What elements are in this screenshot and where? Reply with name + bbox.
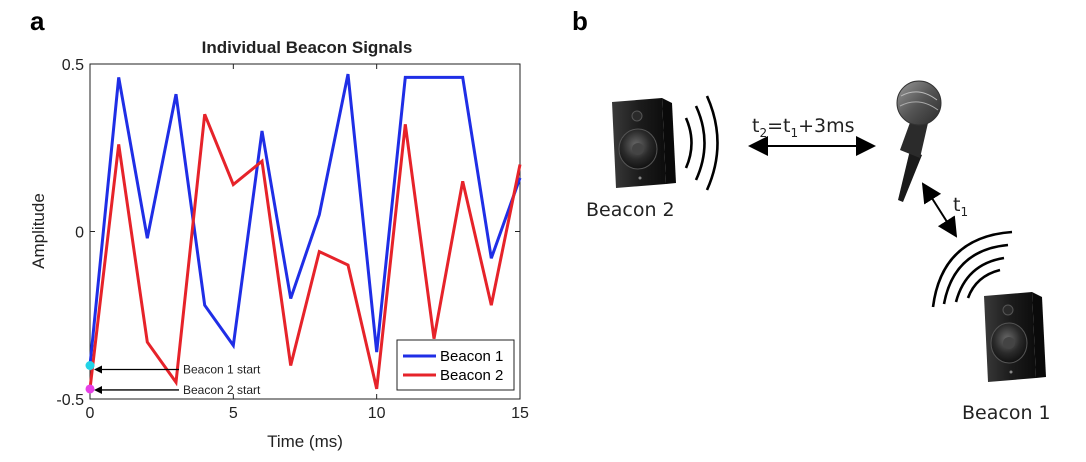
beacon-1-sound-waves-icon <box>931 230 1013 308</box>
beacon-diagram: Beacon 2 t2=t1+3ms t1 <box>586 80 1051 424</box>
legend-label-beacon-1: Beacon 1 <box>440 348 503 365</box>
beacon-1-label: Beacon 1 <box>962 402 1051 424</box>
t1-label: t1 <box>953 194 968 219</box>
x-tick-label-0: 0 <box>86 405 95 422</box>
panel-label-a: a <box>30 6 45 36</box>
tick-labels: 0 5 10 15-0.500.5 <box>56 57 529 422</box>
annotation-label-2: Beacon 2 start <box>183 383 261 397</box>
beacon-2-speaker-icon <box>612 98 676 188</box>
beacon-1-start-marker <box>85 361 95 370</box>
x-tick-label-1: 5 <box>229 405 238 422</box>
panel-label-b: b <box>572 6 588 36</box>
x-axis-label: Time (ms) <box>267 432 343 451</box>
microphone-icon <box>896 80 942 202</box>
beacon-2-sound-waves-icon <box>684 95 719 191</box>
series-line-beacon-2 <box>88 113 522 390</box>
beacon-2-start-marker <box>85 384 95 394</box>
y-tick-label-1: 0 <box>75 225 84 242</box>
t1-distance-arrow <box>921 182 958 238</box>
legend-label-beacon-2: Beacon 2 <box>440 367 503 384</box>
axis-ticks <box>89 63 521 400</box>
chart-title: Individual Beacon Signals <box>202 38 413 57</box>
legend-box <box>396 339 515 391</box>
series-line-beacon-1 <box>88 73 522 366</box>
x-tick-label-2: 10 <box>368 405 386 422</box>
annotation-arrowhead-2 <box>94 385 102 394</box>
annotation-arrowhead-1 <box>94 365 102 374</box>
annotation-label-1: Beacon 1 start <box>183 363 261 377</box>
x-tick-label-3: 15 <box>511 405 529 422</box>
y-tick-label-0: -0.5 <box>56 392 84 409</box>
beacon-1-speaker-icon <box>984 292 1046 382</box>
y-axis-label: Amplitude <box>29 193 48 269</box>
t2-label: t2=t1+3ms <box>752 115 855 140</box>
start-markers <box>85 361 95 394</box>
series-lines <box>88 73 522 390</box>
chart-legend: Beacon 1 Beacon 2 <box>396 339 515 391</box>
line-chart: Individual Beacon Signals 0 5 10 15-0.500.5… <box>29 38 529 451</box>
start-annotations: Beacon 1 start Beacon 2 start <box>94 363 261 397</box>
y-tick-label-2: 0.5 <box>62 57 84 74</box>
beacon-2-label: Beacon 2 <box>586 199 675 221</box>
